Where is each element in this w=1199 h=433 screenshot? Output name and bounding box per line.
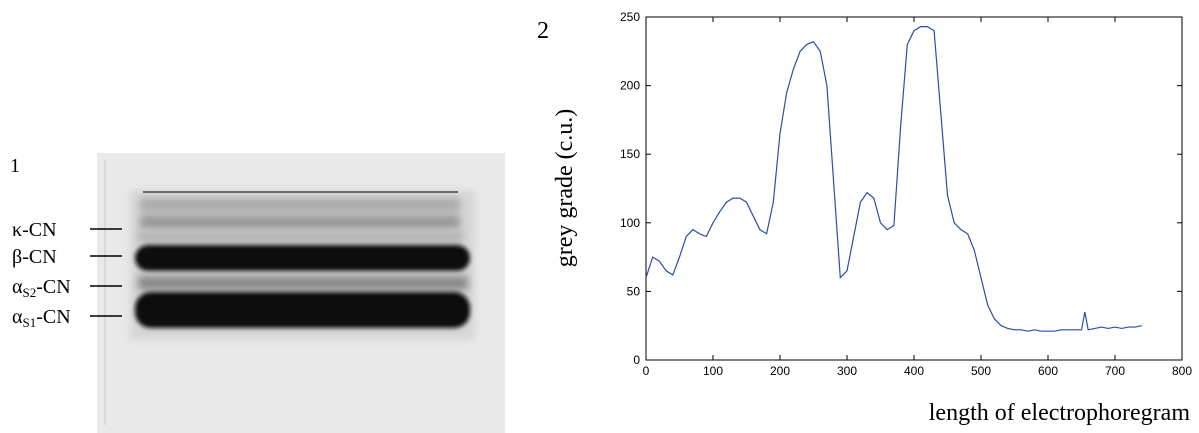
- band-subscript: S1: [22, 315, 36, 330]
- x-axis-label: length of electrophoregram: [929, 400, 1191, 426]
- x-tick-label: 200: [770, 364, 790, 378]
- panel-label: 2: [537, 18, 549, 44]
- band-suffix: -CN: [36, 306, 70, 328]
- x-tick-label: 100: [703, 364, 723, 378]
- data-line: [645, 26, 1142, 332]
- band-subscript: S2: [22, 285, 36, 300]
- band-symbol: α: [12, 276, 23, 298]
- band-label: κ-CN: [12, 219, 57, 241]
- gel-image: 1: [10, 153, 505, 433]
- y-tick-label: 50: [627, 284, 641, 298]
- x-tick-label: 500: [971, 364, 991, 378]
- band-symbol: β: [12, 246, 22, 268]
- panel-label: 1: [10, 155, 20, 177]
- x-tick-label: 800: [1172, 364, 1192, 378]
- band-suffix: -CN: [22, 219, 56, 241]
- y-tick-label: 0: [633, 353, 640, 367]
- band-label: αS1-CN: [12, 306, 71, 330]
- band-symbol: κ: [12, 219, 22, 241]
- band-suffix: -CN: [22, 246, 56, 268]
- band-label: β-CN: [12, 246, 57, 268]
- band-label: αS2-CN: [12, 276, 71, 300]
- y-axis-label: grey grade (c.u.): [552, 109, 578, 268]
- y-tick-label: 100: [620, 216, 640, 230]
- plot-frame: [645, 16, 1183, 361]
- x-tick-label: 700: [1105, 364, 1125, 378]
- y-tick-label: 150: [620, 147, 640, 161]
- y-tick-label: 250: [620, 10, 640, 24]
- band-symbol: α: [12, 306, 23, 328]
- band-suffix: -CN: [36, 276, 70, 298]
- x-tick-label: 600: [1038, 364, 1058, 378]
- x-tick-label: 300: [837, 364, 857, 378]
- x-tick-label: 0: [643, 364, 650, 378]
- y-tick-label: 200: [620, 79, 640, 93]
- x-tick-label: 400: [904, 364, 924, 378]
